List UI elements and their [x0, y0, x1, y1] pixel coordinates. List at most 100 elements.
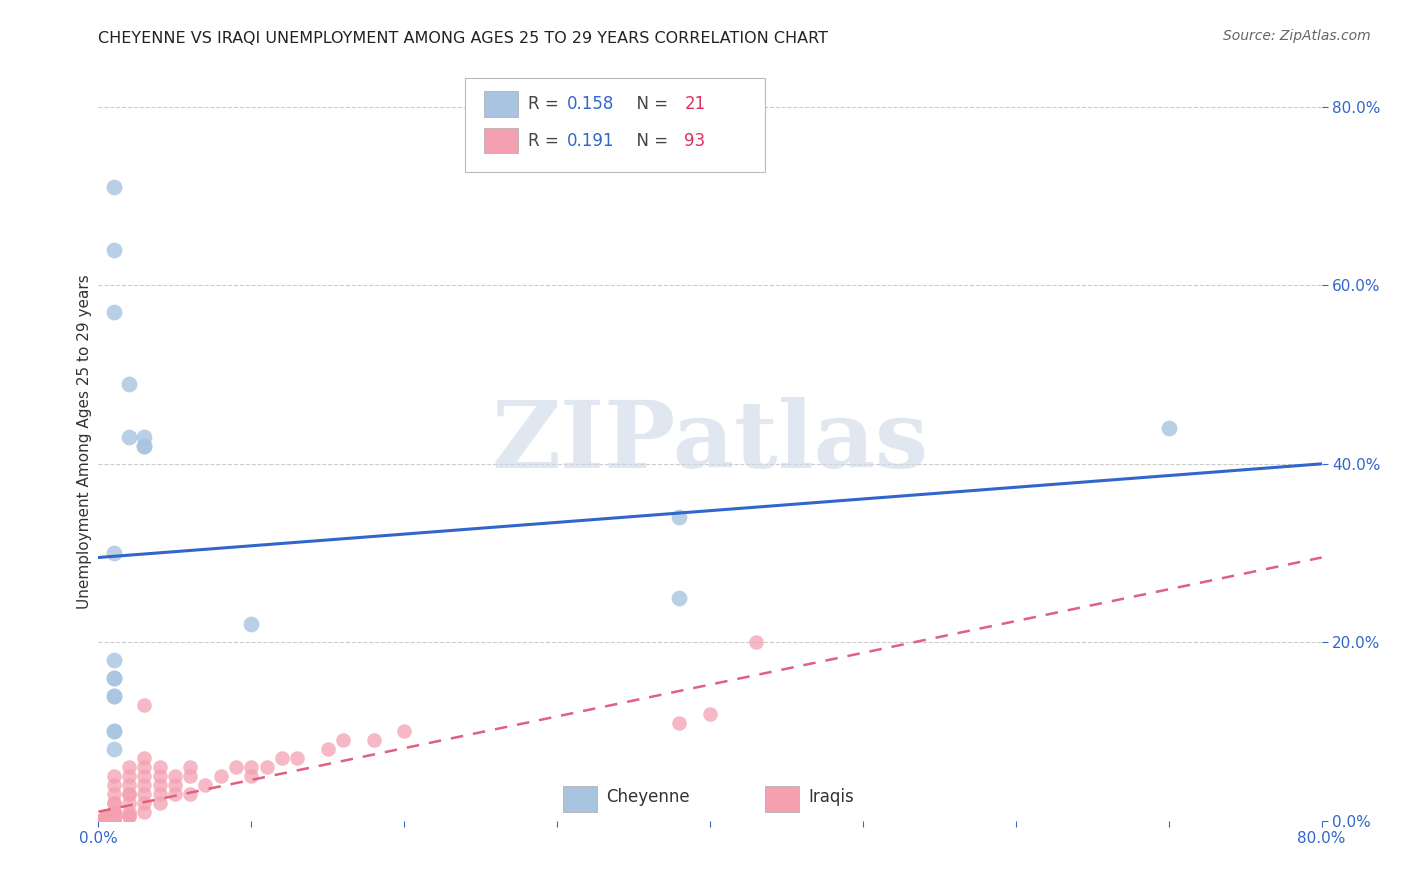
Point	[103, 805, 125, 819]
Point	[103, 814, 125, 828]
Point	[118, 778, 141, 792]
Point	[256, 760, 278, 774]
Point	[179, 787, 201, 801]
Point	[179, 760, 201, 774]
Point	[134, 769, 156, 783]
Point	[87, 814, 110, 828]
FancyBboxPatch shape	[765, 786, 800, 812]
Point	[94, 814, 117, 828]
Point	[94, 814, 117, 828]
FancyBboxPatch shape	[484, 91, 517, 117]
FancyBboxPatch shape	[484, 128, 517, 153]
Text: CHEYENNE VS IRAQI UNEMPLOYMENT AMONG AGES 25 TO 29 YEARS CORRELATION CHART: CHEYENNE VS IRAQI UNEMPLOYMENT AMONG AGE…	[98, 31, 828, 46]
Point	[118, 796, 141, 810]
Point	[118, 769, 141, 783]
Text: 0.191: 0.191	[567, 131, 614, 150]
Point	[149, 778, 172, 792]
Point	[103, 805, 125, 819]
Point	[745, 635, 768, 649]
Point	[134, 439, 156, 453]
Point	[285, 751, 308, 765]
Point	[94, 814, 117, 828]
Point	[118, 787, 141, 801]
Point	[163, 778, 186, 792]
Point	[87, 814, 110, 828]
Point	[103, 778, 125, 792]
Point	[103, 809, 125, 823]
Point	[240, 769, 263, 783]
Point	[103, 243, 125, 257]
Point	[94, 814, 117, 828]
Point	[103, 305, 125, 319]
Point	[103, 689, 125, 703]
Point	[668, 591, 690, 605]
Point	[134, 439, 156, 453]
Point	[87, 814, 110, 828]
Point	[149, 769, 172, 783]
Point	[94, 814, 117, 828]
Point	[103, 805, 125, 819]
Point	[87, 814, 110, 828]
Point	[149, 760, 172, 774]
Point	[94, 814, 117, 828]
Point	[668, 510, 690, 524]
Point	[103, 796, 125, 810]
Point	[103, 814, 125, 828]
Point	[103, 805, 125, 819]
Point	[134, 430, 156, 444]
Text: ZIPatlas: ZIPatlas	[492, 397, 928, 486]
Point	[225, 760, 247, 774]
Point	[94, 809, 117, 823]
Point	[87, 814, 110, 828]
Point	[332, 733, 354, 747]
Point	[270, 751, 292, 765]
Point	[118, 809, 141, 823]
Point	[103, 671, 125, 685]
Point	[103, 671, 125, 685]
Point	[103, 742, 125, 756]
Point	[316, 742, 339, 756]
Point	[103, 546, 125, 560]
Point	[134, 805, 156, 819]
Text: R =: R =	[527, 95, 564, 113]
Point	[103, 814, 125, 828]
Point	[118, 805, 141, 819]
Text: 93: 93	[685, 131, 706, 150]
Point	[103, 814, 125, 828]
Point	[163, 769, 186, 783]
Text: R =: R =	[527, 131, 564, 150]
Point	[103, 809, 125, 823]
Point	[87, 814, 110, 828]
Point	[94, 814, 117, 828]
Point	[94, 814, 117, 828]
Point	[134, 778, 156, 792]
Point	[668, 715, 690, 730]
Point	[87, 814, 110, 828]
Point	[87, 814, 110, 828]
Point	[103, 809, 125, 823]
Point	[194, 778, 217, 792]
Point	[392, 724, 416, 739]
Point	[87, 814, 110, 828]
Text: Source: ZipAtlas.com: Source: ZipAtlas.com	[1223, 29, 1371, 43]
Point	[103, 809, 125, 823]
Text: Cheyenne: Cheyenne	[606, 789, 690, 806]
Point	[118, 760, 141, 774]
Point	[94, 809, 117, 823]
Text: N =: N =	[626, 95, 673, 113]
Point	[103, 724, 125, 739]
Point	[103, 724, 125, 739]
Y-axis label: Unemployment Among Ages 25 to 29 years: Unemployment Among Ages 25 to 29 years	[77, 274, 91, 609]
Point	[149, 787, 172, 801]
Point	[1157, 421, 1180, 435]
Point	[134, 796, 156, 810]
Point	[118, 809, 141, 823]
Point	[87, 814, 110, 828]
Point	[103, 689, 125, 703]
Point	[94, 809, 117, 823]
Point	[134, 698, 156, 712]
Point	[103, 814, 125, 828]
Point	[103, 814, 125, 828]
Point	[103, 796, 125, 810]
Point	[87, 814, 110, 828]
